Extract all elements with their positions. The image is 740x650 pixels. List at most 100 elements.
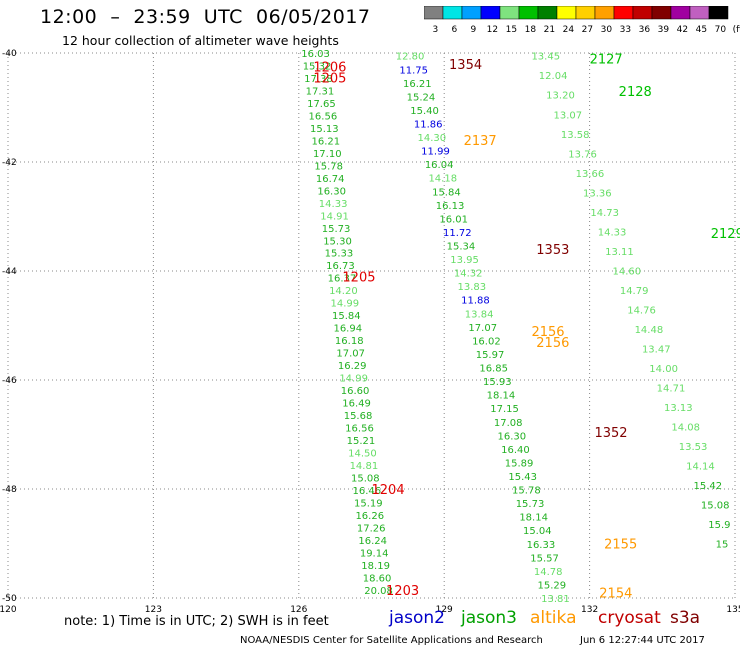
swh-value: 11.99	[421, 147, 450, 158]
swh-value: 14.14	[686, 461, 715, 472]
swh-value: 16.18	[335, 336, 364, 347]
colorbar-label: 18	[525, 25, 537, 35]
chart-subtitle: 12 hour collection of altimeter wave hei…	[62, 33, 339, 48]
swh-value: 13.83	[458, 282, 487, 293]
swh-value: 14.99	[339, 374, 368, 385]
swh-value: 17.08	[494, 418, 523, 429]
swh-value: 15.57	[530, 553, 559, 564]
swh-value: 17.07	[336, 349, 365, 360]
swh-value: 17.31	[306, 86, 335, 97]
time-label: 2137	[464, 134, 497, 149]
swh-value: 15.04	[523, 526, 552, 537]
colorbar-label: 21	[544, 25, 555, 35]
x-tick-label: 120	[0, 605, 17, 615]
swh-value: 19.14	[360, 548, 389, 559]
swh-value: 13.81	[541, 594, 570, 605]
swh-value: 16.56	[345, 424, 374, 435]
colorbar-label: 39	[658, 25, 670, 35]
swh-value: 16.13	[436, 201, 465, 212]
swh-value: 15.97	[476, 350, 505, 361]
swh-value: 15.29	[537, 580, 566, 591]
swh-value: 13.53	[679, 442, 708, 453]
legend-cryosat: cryosat	[598, 608, 661, 628]
swh-value: 16.56	[309, 111, 338, 122]
time-label: 2129	[711, 227, 740, 242]
swh-value: 15.30	[323, 236, 352, 247]
swh-value: 12.80	[396, 52, 425, 63]
time-label: 1204	[372, 483, 405, 498]
swh-value: 16.37	[328, 274, 357, 285]
swh-value: 14.50	[348, 448, 377, 459]
swh-value: 14.78	[534, 567, 563, 578]
swh-value: 18.14	[487, 391, 516, 402]
swh-value: 16.30	[317, 186, 346, 197]
colorbar-label: 3	[433, 25, 439, 35]
time-label: 1205	[342, 270, 375, 285]
swh-value: 15.21	[347, 436, 376, 447]
legend-jason2: jason2	[389, 608, 445, 628]
colorbar-label: 24	[563, 25, 575, 35]
swh-value: 15.78	[512, 486, 541, 497]
y-tick-label: -42	[2, 158, 17, 168]
swh-value: 17.15	[490, 404, 519, 415]
time-label: 2156	[536, 336, 569, 351]
colorbar-label: 27	[582, 25, 593, 35]
legend-jason3: jason3	[461, 608, 517, 628]
colorbar-label: (ft)	[733, 25, 740, 35]
swh-value: 14.60	[612, 266, 641, 277]
swh-value: 15	[716, 540, 729, 551]
swh-value: 15.43	[508, 472, 537, 483]
y-tick-label: -46	[2, 376, 17, 386]
legend-note: note: 1) Time is in UTC; 2) SWH is in fe…	[64, 614, 329, 629]
colorbar-label: 70	[715, 25, 727, 35]
swh-value: 16.73	[326, 261, 355, 272]
swh-value: 14.00	[649, 364, 678, 375]
swh-value: 13.45	[531, 52, 560, 63]
legend-s3a: s3a	[670, 608, 701, 628]
swh-value: 13.58	[561, 130, 590, 141]
colorbar-label: 12	[487, 25, 498, 35]
credit-line: NOAA/NESDIS Center for Satellite Applica…	[240, 635, 543, 646]
time-label: 2128	[619, 85, 652, 100]
swh-value: 15.84	[332, 311, 361, 322]
time-label: 2156	[531, 325, 564, 340]
colorbar-label: 45	[696, 25, 707, 35]
swh-value: 15.73	[516, 499, 545, 510]
swh-value: 13.13	[664, 403, 693, 414]
swh-value: 15.34	[447, 242, 476, 253]
time-label: 2154	[599, 587, 632, 602]
swh-value: 16.29	[338, 361, 367, 372]
swh-value: 12.04	[539, 71, 568, 82]
swh-value: 11.72	[443, 228, 472, 239]
colorbar-label: 15	[506, 25, 517, 35]
swh-value: 18.60	[363, 573, 392, 584]
swh-value: 16.04	[425, 160, 454, 171]
swh-value: 14.48	[635, 325, 664, 336]
swh-value: 14.91	[320, 211, 349, 222]
swh-value: 16.40	[501, 445, 530, 456]
legend-altika: altika	[530, 608, 577, 628]
swh-value: 15.40	[410, 106, 439, 117]
swh-value: 11.75	[399, 65, 428, 76]
swh-value: 16.60	[341, 386, 370, 397]
swh-value: 14.99	[331, 299, 360, 310]
x-tick-label: 132	[581, 605, 598, 615]
time-label: 2127	[590, 52, 623, 67]
time-label: 1353	[536, 243, 569, 258]
swh-value: 13.47	[642, 344, 671, 355]
generation-timestamp: Jun 6 12:27:44 UTC 2017	[580, 635, 705, 646]
swh-value: 16.24	[358, 536, 387, 547]
swh-value: 16.74	[316, 174, 345, 185]
swh-value: 15.42	[694, 481, 723, 492]
chart-title: 12:00 – 23:59 UTC 06/05/2017	[40, 6, 371, 28]
swh-value: 15.08	[351, 473, 380, 484]
swh-value: 15.84	[432, 187, 461, 198]
colorbar-label: 9	[471, 25, 477, 35]
swh-value: 16.03	[301, 49, 330, 60]
swh-value: 15.24	[407, 92, 436, 103]
swh-value: 14.20	[329, 286, 358, 297]
swh-value: 13.95	[450, 255, 479, 266]
swh-value: 11.86	[414, 120, 443, 131]
y-tick-label: -50	[2, 594, 17, 604]
